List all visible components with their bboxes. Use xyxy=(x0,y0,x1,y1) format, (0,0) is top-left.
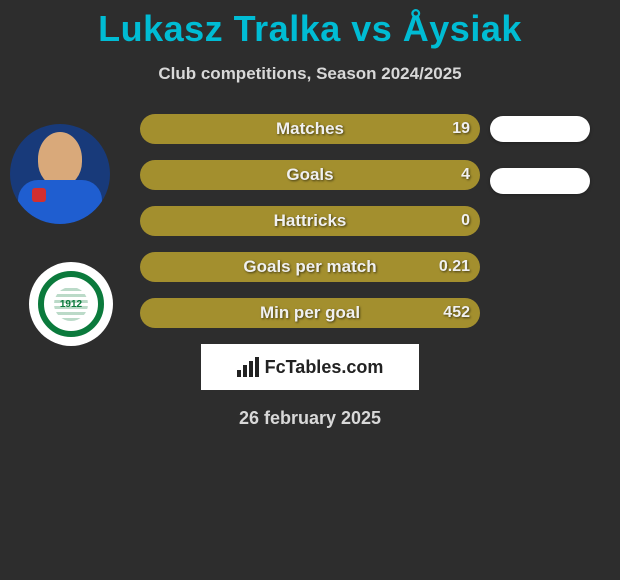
bar-label: Hattricks xyxy=(274,211,347,231)
bar-row: Goals per match 0.21 xyxy=(140,252,480,282)
ghost-pill xyxy=(490,116,590,142)
club-logo-year: 1912 xyxy=(60,299,82,310)
bar-value: 19 xyxy=(452,120,470,138)
bar-row: Matches 19 xyxy=(140,114,480,144)
comparison-chart: 1912 Matches 19 Goals 4 Hattricks 0 Goals per … xyxy=(0,114,620,328)
bar-pill: Goals 4 xyxy=(140,160,480,190)
page-title: Lukasz Tralka vs Åysiak xyxy=(0,0,620,50)
ghost-pill xyxy=(490,168,590,194)
bar-label: Min per goal xyxy=(260,303,360,323)
site-logo-box: FcTables.com xyxy=(201,344,419,390)
bars-container: Matches 19 Goals 4 Hattricks 0 Goals per match… xyxy=(140,114,480,328)
bars-icon xyxy=(237,357,259,377)
bar-row: Min per goal 452 xyxy=(140,298,480,328)
bar-value: 0.21 xyxy=(439,258,470,276)
bar-value: 4 xyxy=(461,166,470,184)
bar-value: 0 xyxy=(461,212,470,230)
bar-pill: Hattricks 0 xyxy=(140,206,480,236)
bar-row: Goals 4 xyxy=(140,160,480,190)
bar-row: Hattricks 0 xyxy=(140,206,480,236)
avatar-head xyxy=(38,132,82,186)
club-logo-inner: 1912 xyxy=(38,271,104,337)
avatar-badge xyxy=(32,188,46,202)
player-avatar xyxy=(10,124,110,224)
bar-label: Matches xyxy=(276,119,344,139)
site-logo-text: FcTables.com xyxy=(265,357,384,378)
subtitle: Club competitions, Season 2024/2025 xyxy=(0,64,620,84)
bar-pill: Matches 19 xyxy=(140,114,480,144)
club-logo: 1912 xyxy=(29,262,113,346)
bar-pill: Min per goal 452 xyxy=(140,298,480,328)
bar-pill: Goals per match 0.21 xyxy=(140,252,480,282)
bar-label: Goals per match xyxy=(243,257,376,277)
avatar-jersey xyxy=(18,180,102,224)
bar-value: 452 xyxy=(443,304,470,322)
date-label: 26 february 2025 xyxy=(0,408,620,429)
bar-label: Goals xyxy=(286,165,333,185)
